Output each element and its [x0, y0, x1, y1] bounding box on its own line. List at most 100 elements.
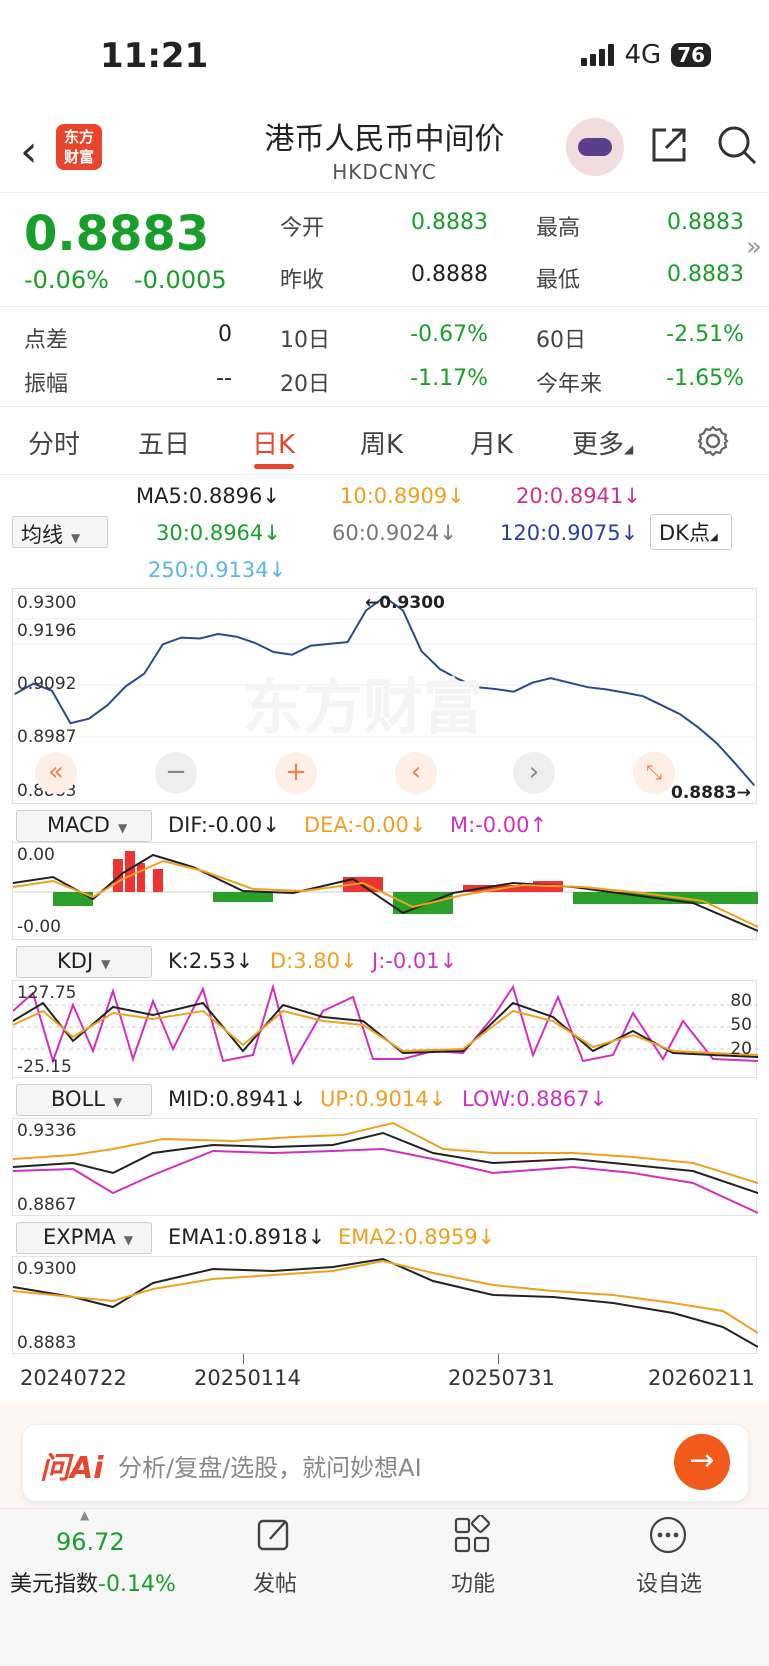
index-value[interactable]: 96.72	[56, 1528, 125, 1556]
high-value: 0.8883	[667, 210, 744, 235]
price-point	[550, 677, 552, 679]
nav-post-label[interactable]: 发帖	[252, 1572, 297, 1597]
ma10-value: 10:0.8909↓	[340, 484, 465, 508]
kdj-level-50: 50	[730, 1015, 752, 1035]
expma-chart: 0.9300 0.8883	[12, 1256, 758, 1354]
nav-watchlist-label[interactable]: 设自选	[635, 1572, 702, 1597]
ai-send-arrow-icon[interactable]: →	[674, 1434, 730, 1490]
ai-placeholder[interactable]: 分析/复盘/选股，就问妙想AI	[118, 1454, 422, 1482]
price-point	[494, 688, 497, 690]
kdj-svg	[13, 983, 758, 1066]
last-marker: 0.8883→	[671, 783, 751, 803]
expma-top: 0.9300	[17, 1259, 77, 1279]
boll-low: LOW:0.8867↓	[462, 1087, 608, 1111]
price-point	[457, 678, 460, 680]
low-value: 0.8883	[667, 262, 744, 287]
more-dots-icon[interactable]	[648, 1515, 688, 1555]
nav-functions-label[interactable]: 功能	[450, 1572, 495, 1597]
dk-point-button[interactable]: DK点◢	[650, 514, 732, 550]
settings-gear-icon[interactable]	[696, 424, 730, 458]
assistant-avatar-icon[interactable]	[566, 118, 624, 176]
boll-mid: MID:0.8941↓	[168, 1087, 307, 1111]
price-point	[623, 691, 626, 694]
page-title: 港币人民币中间价	[264, 122, 505, 157]
d60-value: -2.51%	[666, 322, 744, 347]
zoom-in-button[interactable]: +	[275, 752, 317, 794]
y-label-2: 0.9196	[17, 621, 77, 641]
post-edit-icon[interactable]	[254, 1515, 294, 1555]
share-icon[interactable]	[648, 124, 690, 166]
open-value: 0.8883	[411, 210, 488, 235]
kline-chart[interactable]: 东方财富 0.9300 0.9196 0.9092 0.8987 0.8883 …	[12, 588, 758, 804]
tab-more[interactable]: 更多◢	[572, 430, 634, 460]
price-point	[439, 668, 441, 670]
tab-intraday[interactable]: 分时	[28, 430, 81, 460]
tab-weekly-k[interactable]: 周K	[360, 430, 404, 460]
watermark: 东方财富	[243, 673, 483, 743]
macd-m: M:-0.00↑	[450, 813, 548, 837]
ytd-label: 今年来	[536, 372, 603, 397]
kdj-bottom: -25.15	[17, 1057, 72, 1077]
search-icon[interactable]	[716, 124, 758, 166]
spread-value: 0	[218, 322, 232, 347]
expma-ema2: EMA2:0.8959↓	[338, 1225, 496, 1249]
price-point	[642, 695, 644, 697]
price-point	[753, 784, 755, 786]
tab-five-day[interactable]: 五日	[138, 430, 191, 460]
change-amount: -0.0005	[134, 266, 227, 294]
price-point	[679, 713, 681, 715]
ytd-value: -1.65%	[666, 366, 744, 391]
ma30-value: 30:0.8964↓	[156, 521, 281, 545]
fullscreen-icon[interactable]: ⤡	[633, 752, 675, 794]
price-point	[365, 609, 367, 612]
status-icons: 4G 76	[581, 40, 711, 70]
tab-daily-k[interactable]: 日K	[252, 430, 296, 460]
d20-value: -1.17%	[410, 366, 488, 391]
amplitude-value: --	[216, 366, 232, 391]
kdj-k: K:2.53↓	[168, 949, 254, 973]
ma5-value: MA5:0.8896↓	[136, 484, 281, 508]
y-label-4: 0.8987	[17, 727, 77, 747]
price-point	[51, 690, 53, 692]
scroll-left-far-button[interactable]: «	[35, 752, 77, 794]
price-point	[162, 643, 164, 646]
price-point	[605, 688, 607, 691]
open-label: 今开	[280, 216, 325, 241]
d10-value: -0.67%	[410, 322, 488, 347]
logo-text: 东方 财富	[63, 128, 94, 166]
index-ticker[interactable]: 美元指数-0.14%	[10, 1572, 176, 1597]
max-marker: ←0.9300	[365, 593, 445, 613]
price-point	[513, 690, 515, 693]
boll-bottom: 0.8867	[17, 1195, 77, 1215]
expma-selector[interactable]: EXPMA ▼	[16, 1222, 152, 1254]
date-tick-3: 20250731	[448, 1366, 555, 1390]
scroll-right-button[interactable]: ›	[513, 752, 555, 794]
scroll-left-button[interactable]: ‹	[395, 752, 437, 794]
tab-monthly-k[interactable]: 月K	[470, 430, 514, 460]
boll-selector[interactable]: BOLL ▼	[16, 1084, 152, 1116]
price-point	[734, 763, 737, 765]
macd-selector[interactable]: MACD ▼	[16, 810, 152, 842]
d10-label: 10日	[280, 328, 330, 353]
date-tick-1: 20240722	[20, 1366, 127, 1390]
price-point	[346, 641, 349, 643]
functions-grid-icon[interactable]	[452, 1515, 492, 1555]
ma20-value: 20:0.8941↓	[516, 484, 641, 508]
price-point	[235, 635, 238, 638]
price-point	[14, 693, 16, 695]
tab-indicator	[254, 464, 294, 469]
expand-icon[interactable]: »	[746, 232, 762, 262]
expma-ema1: EMA1:0.8918↓	[168, 1225, 326, 1249]
price-point	[568, 681, 571, 684]
price-line-svg	[13, 595, 758, 786]
prev-close-label: 昨收	[280, 268, 325, 293]
price-point	[106, 704, 109, 706]
boll-top: 0.9336	[17, 1121, 77, 1141]
back-button[interactable]: ‹	[20, 126, 38, 177]
kdj-selector[interactable]: KDJ ▼	[16, 946, 152, 978]
zoom-out-button[interactable]: −	[155, 752, 197, 794]
price-point	[586, 686, 589, 688]
ai-search-bar[interactable]	[22, 1424, 749, 1502]
ma-selector[interactable]: 均线 ▼	[12, 516, 108, 548]
y-label-3: 0.9092	[17, 674, 77, 694]
